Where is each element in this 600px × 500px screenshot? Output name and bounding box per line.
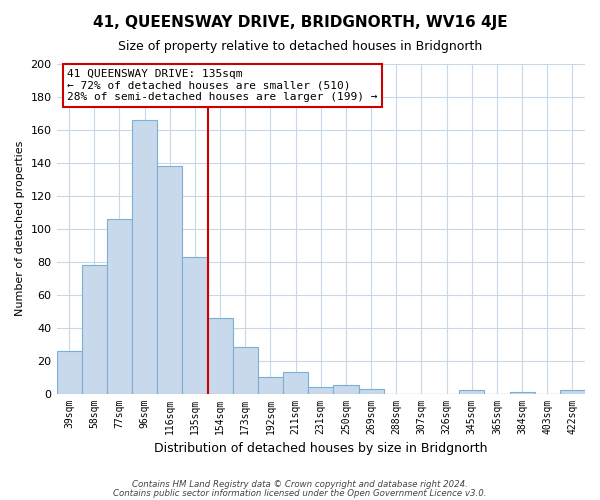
Bar: [82, 265, 107, 394]
Bar: [233, 348, 258, 394]
Bar: [283, 372, 308, 394]
Bar: [56, 350, 82, 394]
Text: Size of property relative to detached houses in Bridgnorth: Size of property relative to detached ho…: [118, 40, 482, 53]
X-axis label: Distribution of detached houses by size in Bridgnorth: Distribution of detached houses by size …: [154, 442, 488, 455]
Bar: [459, 390, 484, 394]
Bar: [334, 386, 359, 394]
Bar: [132, 120, 157, 394]
Text: 41 QUEENSWAY DRIVE: 135sqm
← 72% of detached houses are smaller (510)
28% of sem: 41 QUEENSWAY DRIVE: 135sqm ← 72% of deta…: [67, 69, 377, 102]
Bar: [509, 392, 535, 394]
Bar: [157, 166, 182, 394]
Bar: [258, 377, 283, 394]
Text: Contains public sector information licensed under the Open Government Licence v3: Contains public sector information licen…: [113, 488, 487, 498]
Bar: [208, 318, 233, 394]
Text: Contains HM Land Registry data © Crown copyright and database right 2024.: Contains HM Land Registry data © Crown c…: [132, 480, 468, 489]
Bar: [182, 257, 208, 394]
Bar: [560, 390, 585, 394]
Bar: [308, 387, 334, 394]
Bar: [359, 388, 383, 394]
Text: 41, QUEENSWAY DRIVE, BRIDGNORTH, WV16 4JE: 41, QUEENSWAY DRIVE, BRIDGNORTH, WV16 4J…: [92, 15, 508, 30]
Bar: [107, 219, 132, 394]
Y-axis label: Number of detached properties: Number of detached properties: [15, 141, 25, 316]
